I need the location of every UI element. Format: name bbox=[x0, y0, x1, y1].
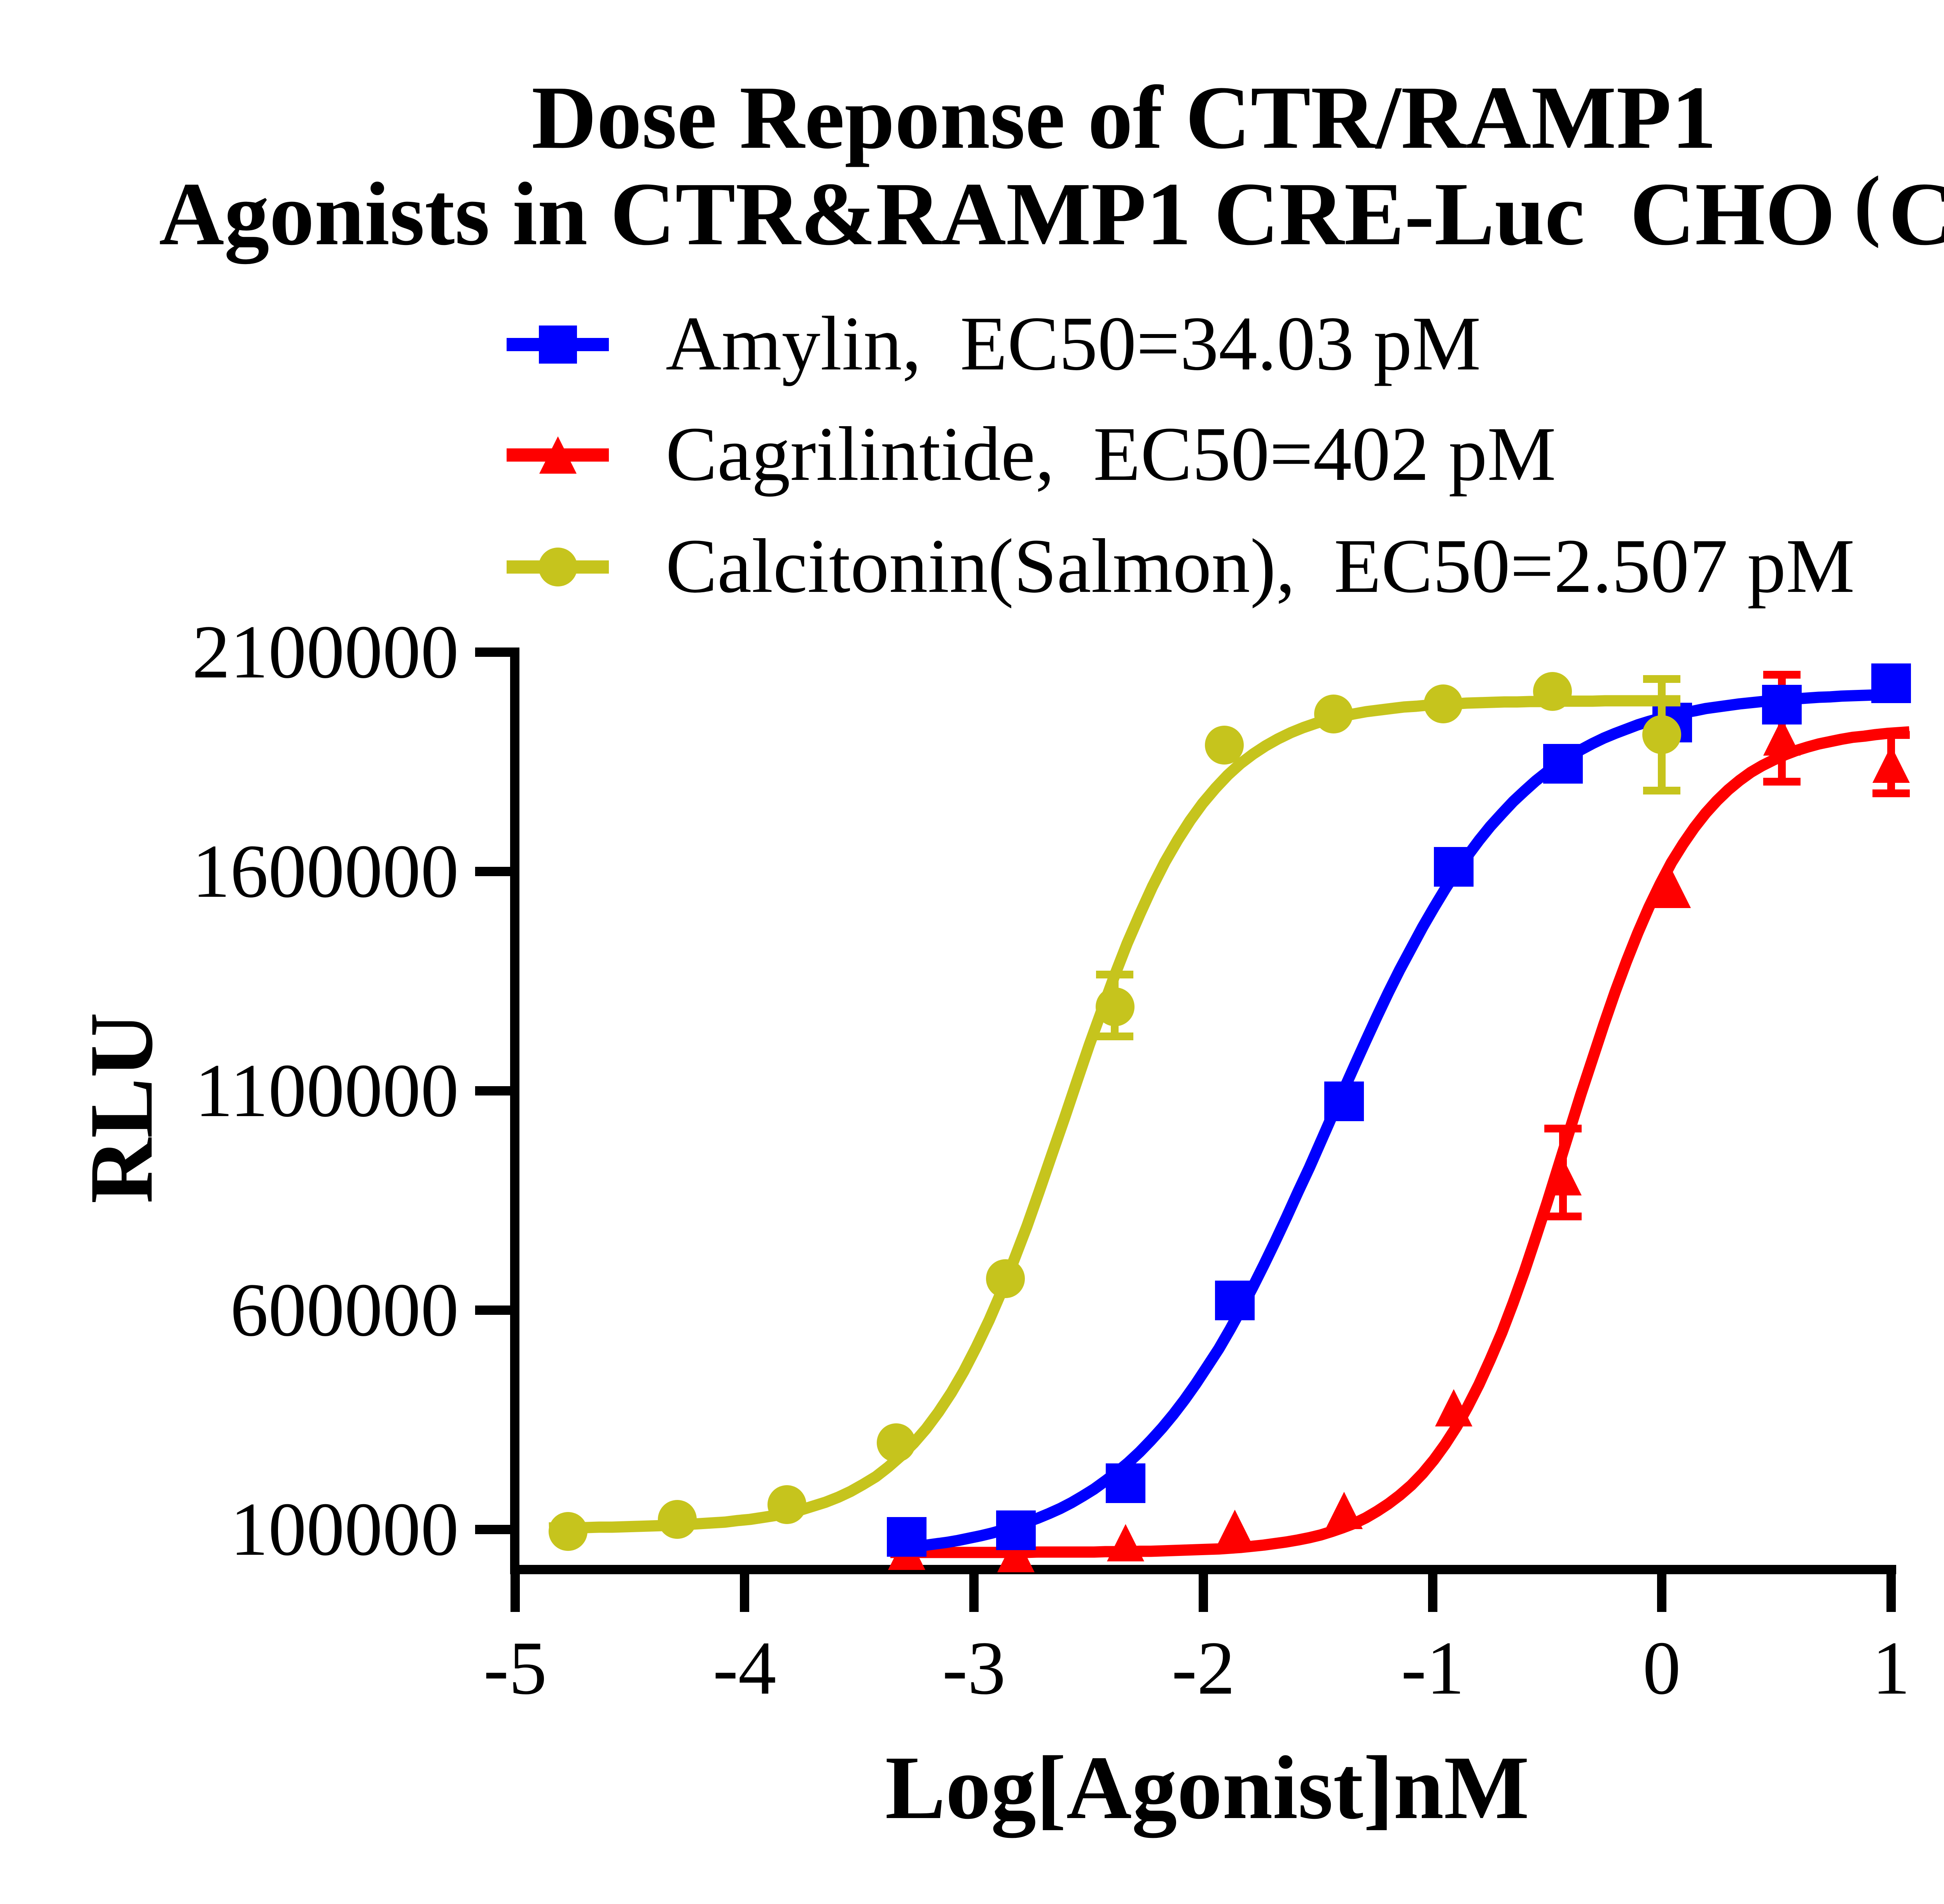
svg-text:1600000: 1600000 bbox=[192, 829, 459, 914]
svg-text:RLU: RLU bbox=[71, 1012, 171, 1204]
svg-text:Calcitonin(Salmon), EC50=2.50: Calcitonin(Salmon), EC50=2.507 pM bbox=[666, 523, 1855, 609]
svg-text:Amylin, EC50=34.03 pM: Amylin, EC50=34.03 pM bbox=[666, 301, 1481, 387]
svg-text:100000: 100000 bbox=[230, 1487, 459, 1572]
svg-text:-5: -5 bbox=[483, 1626, 547, 1710]
svg-text:-2: -2 bbox=[1171, 1626, 1235, 1710]
svg-text:2100000: 2100000 bbox=[192, 610, 459, 694]
svg-text:-1: -1 bbox=[1401, 1626, 1464, 1710]
svg-text:Dose Reponse of CTR/RAMP1: Dose Reponse of CTR/RAMP1 bbox=[531, 68, 1717, 168]
svg-text:1: 1 bbox=[1872, 1626, 1910, 1710]
svg-text:Agonists in CTR&RAMP1 CRE-Luc: Agonists in CTR&RAMP1 CRE-Luc CHO(C17) bbox=[159, 159, 1944, 264]
svg-text:-3: -3 bbox=[942, 1626, 1005, 1710]
svg-text:Cagrilintide, EC50=402 pM: Cagrilintide, EC50=402 pM bbox=[666, 411, 1556, 497]
svg-text:0: 0 bbox=[1643, 1626, 1681, 1710]
svg-text:Log[Agonist]nM: Log[Agonist]nM bbox=[885, 1738, 1530, 1838]
svg-text:-4: -4 bbox=[713, 1626, 776, 1710]
svg-text:600000: 600000 bbox=[230, 1268, 459, 1352]
svg-text:1100000: 1100000 bbox=[195, 1048, 459, 1133]
